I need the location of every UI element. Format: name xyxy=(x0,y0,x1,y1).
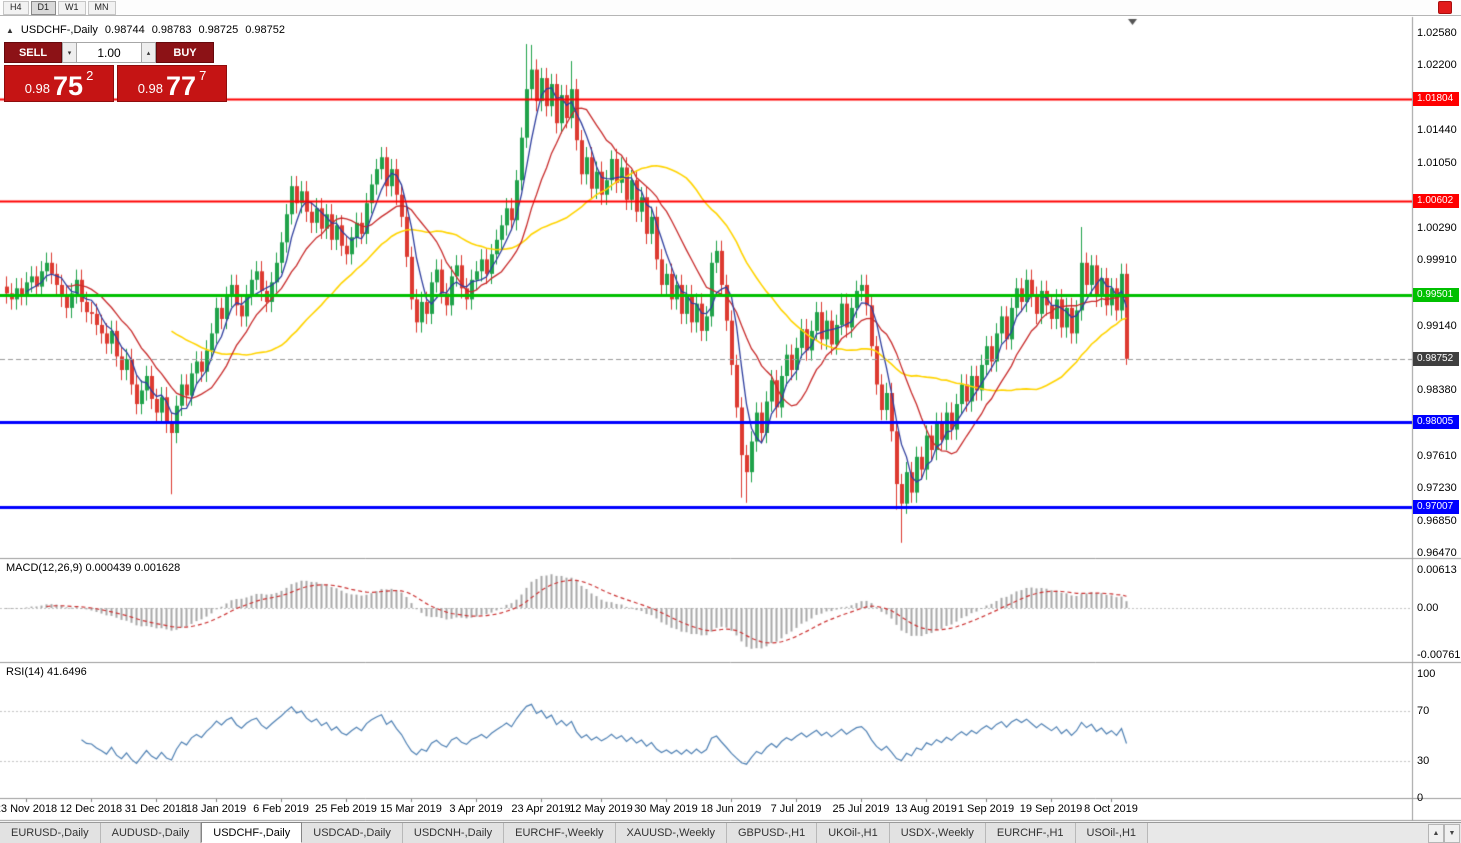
ohlc-low: 0.98725 xyxy=(198,24,239,36)
ohlc-high: 0.98783 xyxy=(151,24,192,36)
tab-ukoil-h1[interactable]: UKOil-,H1 xyxy=(817,823,890,843)
sell-price-big: 75 xyxy=(53,71,84,102)
symbol-name: USDCHF-,Daily xyxy=(20,24,98,36)
volume-up-button[interactable]: ▴ xyxy=(141,42,156,63)
sell-price-display[interactable]: 0.98 75 2 xyxy=(4,65,114,102)
chart-canvas[interactable] xyxy=(0,0,1461,822)
buy-price-display[interactable]: 0.98 77 7 xyxy=(117,65,227,102)
ohlc-close: 0.98752 xyxy=(245,24,285,36)
buy-price-sup: 7 xyxy=(199,68,207,83)
trade-prices-row: 0.98 75 2 0.98 77 7 xyxy=(4,65,227,102)
one-click-trading-panel: SELL ▾ ▴ BUY 0.98 75 2 0.98 77 7 xyxy=(4,42,227,102)
tab-usoil-h1[interactable]: USOil-,H1 xyxy=(1075,823,1149,843)
tab-gbpusd-h1[interactable]: GBPUSD-,H1 xyxy=(726,823,818,843)
tab-usdcad-daily[interactable]: USDCAD-,Daily xyxy=(302,823,403,843)
volume-down-button[interactable]: ▾ xyxy=(62,42,77,63)
buy-price-big: 77 xyxy=(166,71,197,102)
volume-input[interactable] xyxy=(77,42,141,63)
tab-scroll-up-button[interactable]: ▲ xyxy=(1428,824,1444,843)
tab-usdx-weekly[interactable]: USDX-,Weekly xyxy=(889,823,986,843)
tab-usdcnh-daily[interactable]: USDCNH-,Daily xyxy=(402,823,505,843)
timeframe-toolbar: H4 D1 W1 MN xyxy=(0,0,1461,16)
chart-tabs: EURUSD-,Daily AUDUSD-,Daily USDCHF-,Daily U… xyxy=(0,822,1149,843)
chart-tab-bar: EURUSD-,Daily AUDUSD-,Daily USDCHF-,Daily U… xyxy=(0,822,1461,843)
timeframe-button-h4[interactable]: H4 xyxy=(3,0,29,15)
tab-scroll-buttons: ▲ ▼ xyxy=(1428,824,1461,843)
trade-controls-row: SELL ▾ ▴ BUY xyxy=(4,42,227,63)
buy-price-base: 0.98 xyxy=(137,81,164,96)
sell-price-sup: 2 xyxy=(86,68,94,83)
tab-eurusd-daily[interactable]: EURUSD-,Daily xyxy=(0,823,101,843)
tab-eurchf-h1[interactable]: EURCHF-,H1 xyxy=(985,823,1076,843)
tab-usdchf-daily[interactable]: USDCHF-,Daily xyxy=(201,822,303,843)
tab-scroll-down-button[interactable]: ▼ xyxy=(1444,824,1460,843)
ohlc-open: 0.98744 xyxy=(104,24,145,36)
tab-eurchf-weekly[interactable]: EURCHF-,Weekly xyxy=(504,823,616,843)
timeframe-button-d1[interactable]: D1 xyxy=(30,0,57,15)
collapse-arrow-icon[interactable]: ▲ xyxy=(6,25,14,35)
chart-symbol-header: ▲ USDCHF-,Daily 0.98744 0.98783 0.98725 … xyxy=(6,24,285,36)
sell-price-base: 0.98 xyxy=(24,81,51,96)
macd-label: MACD(12,26,9) 0.000439 0.001628 xyxy=(6,562,181,574)
app-icon[interactable] xyxy=(1438,1,1452,14)
tab-xauusd-weekly[interactable]: XAUUSD-,Weekly xyxy=(615,823,727,843)
rsi-label: RSI(14) 41.6496 xyxy=(6,666,87,678)
buy-button[interactable]: BUY xyxy=(156,42,214,63)
timeframe-button-mn[interactable]: MN xyxy=(87,0,116,15)
tab-audusd-daily[interactable]: AUDUSD-,Daily xyxy=(100,823,202,843)
sell-button[interactable]: SELL xyxy=(4,42,62,63)
timeframe-button-w1[interactable]: W1 xyxy=(58,0,86,15)
